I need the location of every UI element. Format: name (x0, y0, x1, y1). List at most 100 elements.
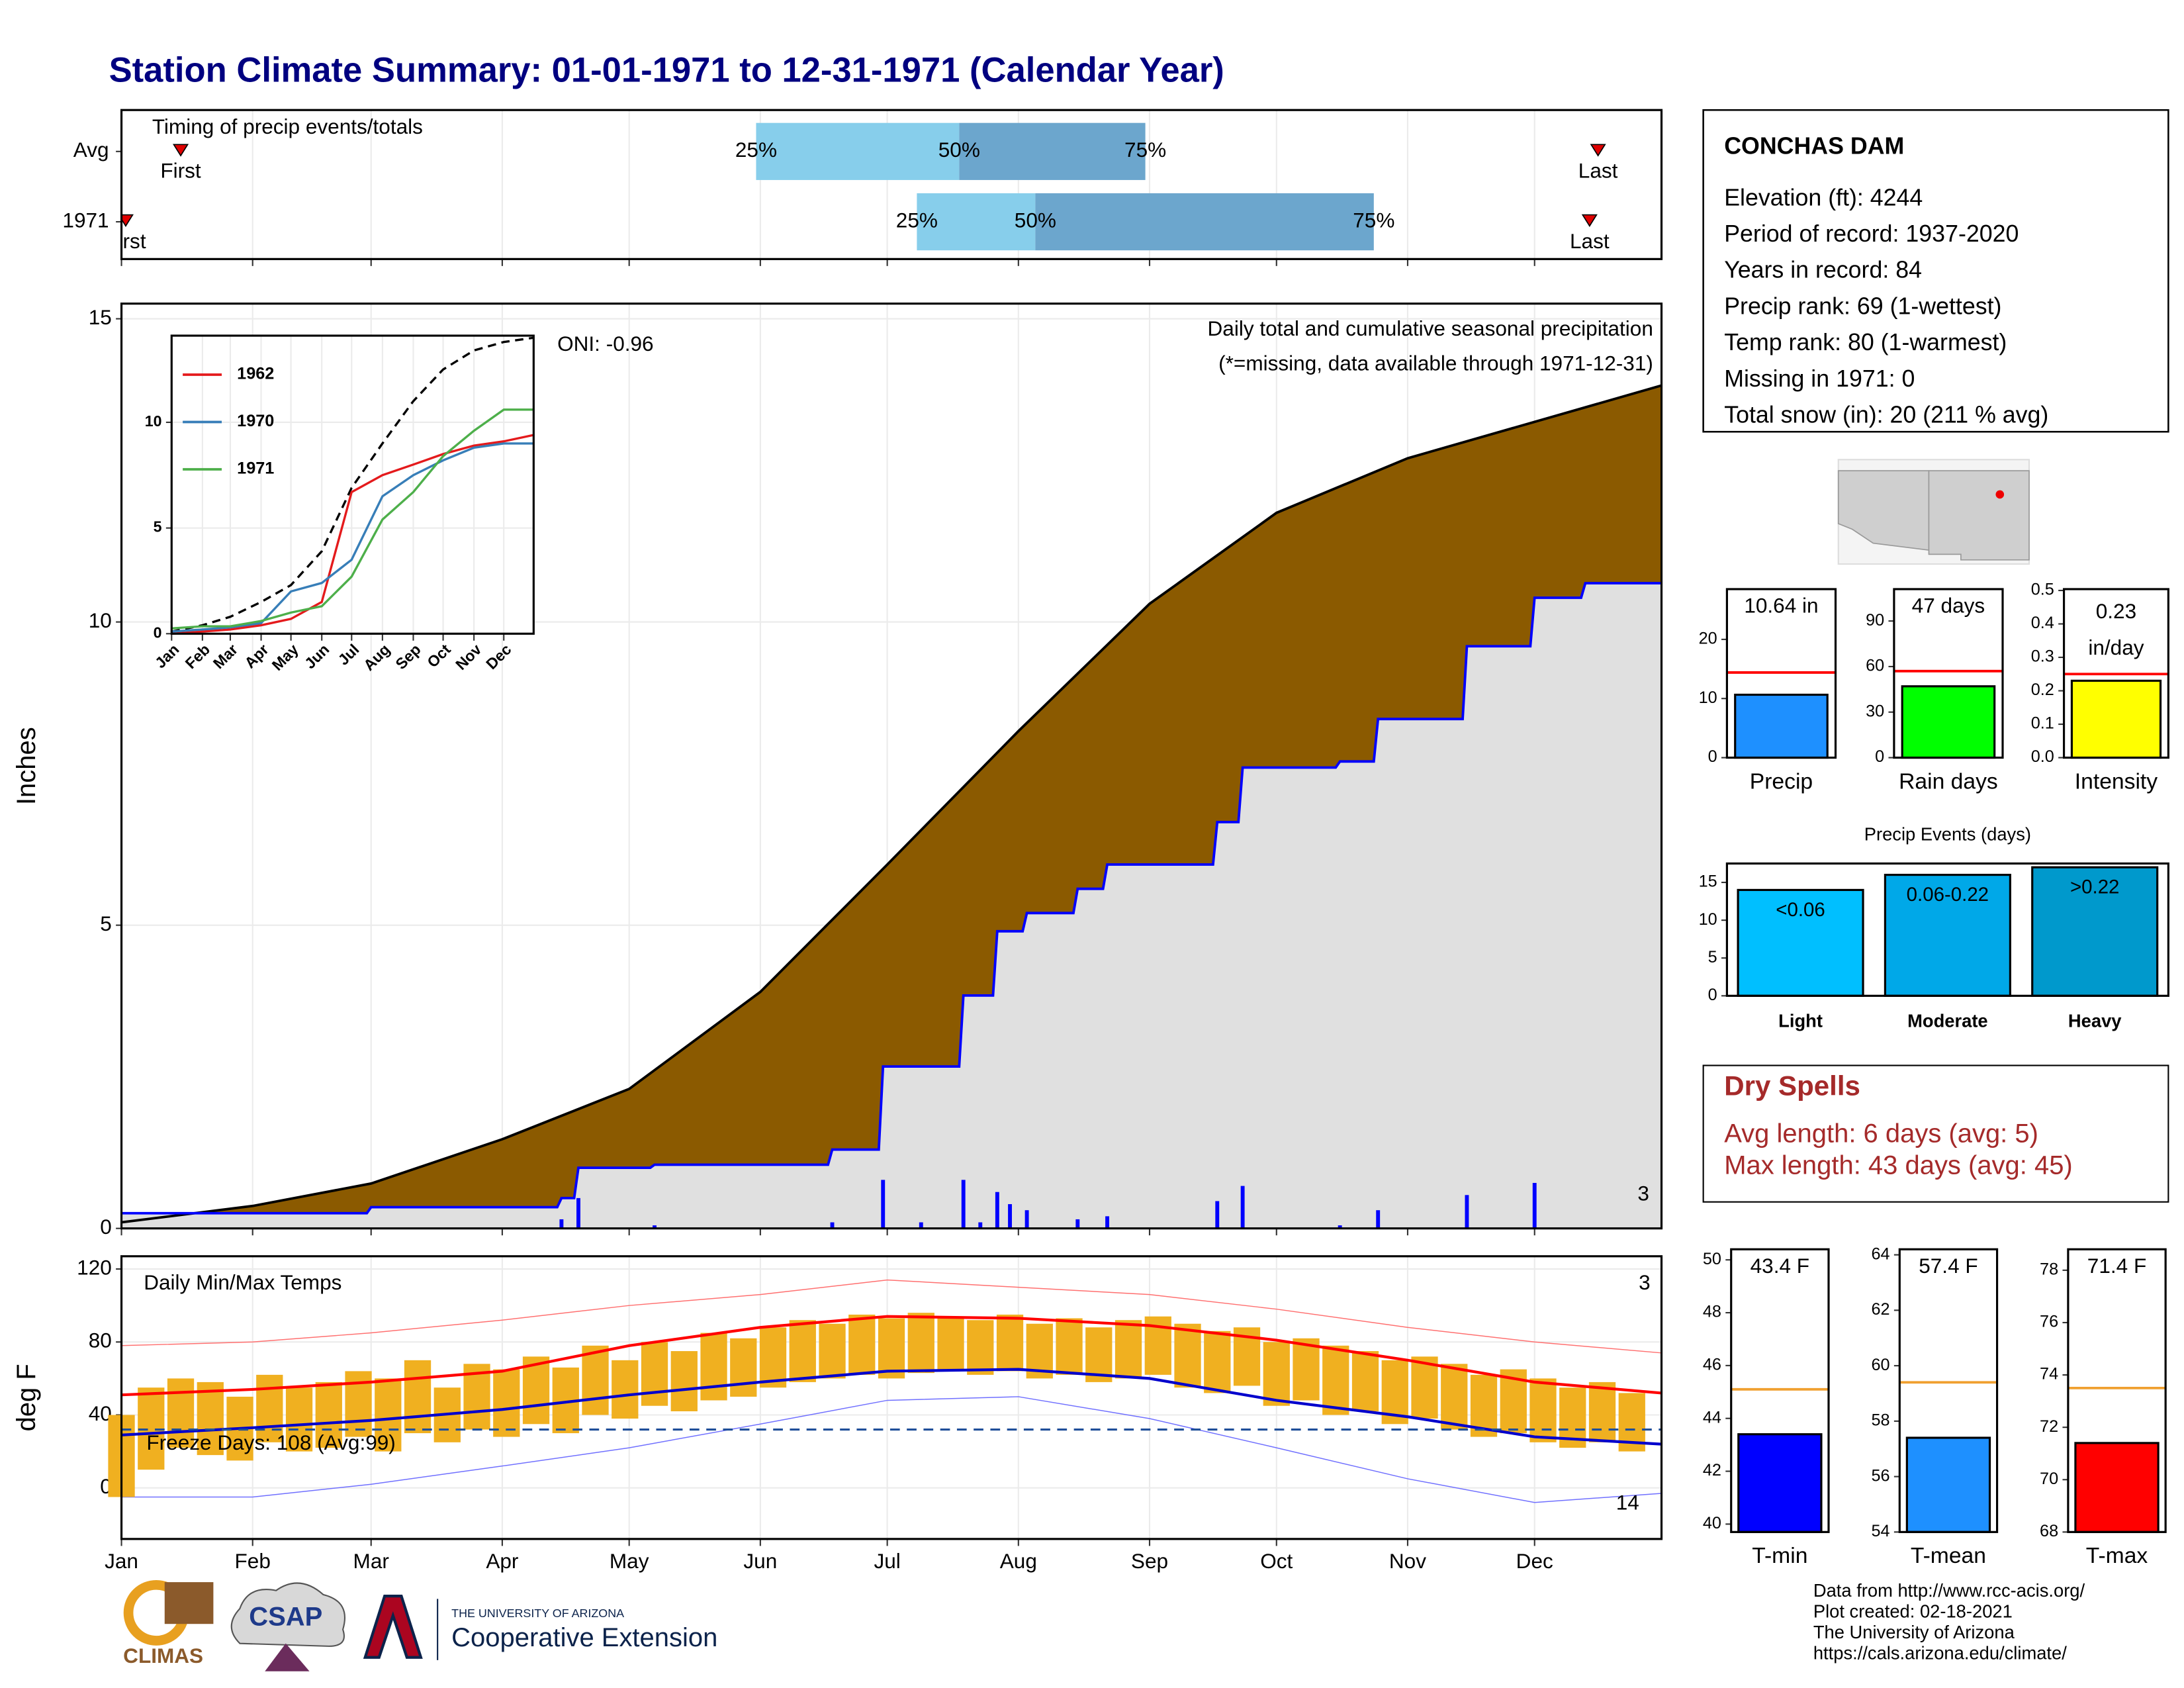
map-state (1928, 470, 2030, 561)
value-label: 71.4 F (2087, 1254, 2146, 1278)
extension-text: Cooperative Extension (451, 1623, 717, 1652)
x-tick-label: Jun (743, 1549, 777, 1573)
y-tick-label: 40 (1703, 1514, 1721, 1532)
x-tick-label: Feb (235, 1549, 271, 1573)
quartile-label: 25% (735, 138, 777, 162)
temperature-range-bar (582, 1345, 609, 1415)
temperature-range-bar (1115, 1320, 1142, 1379)
daily-bar (995, 1192, 999, 1229)
dry-spells-line: Max length: 43 days (avg: 45) (1724, 1151, 2073, 1180)
dry-spells-box: Dry Spells Avg length: 6 days (avg: 5) M… (1702, 1064, 2169, 1203)
first-label: First (160, 159, 201, 183)
climas-logo-shape (164, 1582, 214, 1624)
plot-border (120, 109, 1663, 260)
quartile-bar (1035, 193, 1374, 251)
y-tick-label: 46 (1703, 1356, 1721, 1374)
plot-border (1725, 862, 2169, 997)
footer-line: Data from http://www.rcc-acis.org/ (1813, 1580, 2085, 1601)
station-frame (1702, 109, 2169, 433)
temperature-range-bar (285, 1387, 313, 1452)
bar-label: 0.06-0.22 (1907, 884, 1989, 906)
y-tick-label: 10 (89, 608, 112, 632)
climas-text: CLIMAS (123, 1644, 203, 1667)
y-tick-label: 0 (154, 624, 162, 641)
y-tick-label: 78 (2040, 1260, 2058, 1279)
daily-bar (919, 1222, 923, 1229)
y-tick-label: 0.5 (2031, 581, 2054, 599)
csap-mountain (265, 1643, 310, 1671)
footer-line: https://cals.arizona.edu/climate/ (1813, 1643, 2067, 1664)
annotation: (*=missing, data available through 1971-… (1218, 352, 1653, 375)
category-label: T-max (2086, 1544, 2148, 1568)
y-tick-label: 0 (1875, 747, 1884, 766)
temperature-range-bar (730, 1338, 757, 1397)
temperature-range-bar (819, 1323, 846, 1379)
csap-cloud (230, 1582, 346, 1647)
value-label: 10.64 in (1744, 594, 1818, 618)
y-tick-label: 5 (154, 518, 162, 536)
category-label: T-mean (1911, 1544, 1986, 1568)
y-tick-label: 10 (1699, 910, 1717, 929)
y-axis-label: Inches (12, 727, 41, 805)
bar (1901, 685, 1996, 759)
value-label: 57.4 F (1919, 1254, 1978, 1278)
temperature-line (121, 1315, 1662, 1397)
y-tick-label: 72 (2040, 1417, 2058, 1436)
annotation: 3 (1637, 1182, 1649, 1205)
plot-border (1893, 588, 2004, 759)
station-line: Elevation (ft): 4244 (1724, 184, 1923, 211)
quartile-label: 25% (896, 208, 938, 232)
station-line: Total snow (in): 20 (211 % avg) (1724, 402, 2048, 428)
temperature-range-bar (404, 1360, 432, 1434)
temperature-range-bar (493, 1369, 520, 1437)
location-map (1837, 459, 2030, 565)
temperature-range-bar (256, 1374, 283, 1442)
temperature-range-bar (878, 1318, 905, 1379)
bar (1884, 874, 2011, 997)
y-tick-label: 0 (1708, 747, 1717, 766)
annotation: 14 (1616, 1491, 1639, 1515)
daily-bar (978, 1222, 983, 1229)
first-marker (173, 144, 189, 157)
y-axis-label: deg F (12, 1364, 41, 1431)
value-label: 0.23 (2096, 599, 2136, 623)
x-tick-label: Apr (486, 1549, 518, 1573)
temperature-range-bar (907, 1313, 934, 1374)
y-tick-label: 30 (1866, 702, 1884, 720)
temperature-range-bar (789, 1320, 816, 1382)
daily-bar (1105, 1216, 1110, 1229)
value-label: 43.4 F (1751, 1254, 1809, 1278)
quartile-bar (959, 122, 1146, 180)
bar-label: >0.22 (2070, 876, 2120, 898)
y-tick-label: 80 (89, 1329, 112, 1352)
station-line: Years in record: 84 (1724, 257, 1922, 283)
annotation: 3 (1639, 1270, 1651, 1294)
cumulative-fill (121, 583, 1662, 1229)
temperature-range-bar (1411, 1356, 1438, 1419)
y-tick-label: 10 (145, 412, 162, 430)
bar-label: <0.06 (1776, 899, 1825, 921)
temperature-range-bar (1056, 1318, 1083, 1375)
y-tick-label: 0.1 (2031, 714, 2054, 733)
temperature-line (121, 1279, 1662, 1354)
temperature-range-bar (996, 1314, 1024, 1372)
quartile-label: 75% (1124, 138, 1166, 162)
quartile-label: 50% (1015, 208, 1056, 232)
daily-bar (1075, 1219, 1080, 1229)
temperature-range-bar (522, 1356, 550, 1425)
series-line (171, 336, 534, 633)
category-label: Intensity (2075, 769, 2158, 794)
last-label: Last (1578, 159, 1618, 183)
daily-bar (1240, 1186, 1245, 1229)
bar (1737, 1433, 1823, 1533)
y-tick-label: 40 (89, 1401, 112, 1425)
plot-border (120, 303, 1663, 1230)
x-tick-label: May (610, 1549, 649, 1573)
temperature-range-bar (375, 1378, 402, 1452)
y-tick-label: 0.3 (2031, 647, 2054, 666)
temperature-range-bar (167, 1378, 195, 1448)
y-tick-label: 74 (2040, 1365, 2058, 1383)
x-tick-label: Jan (105, 1549, 138, 1573)
page-title: Station Climate Summary: 01-01-1971 to 1… (109, 50, 1224, 89)
